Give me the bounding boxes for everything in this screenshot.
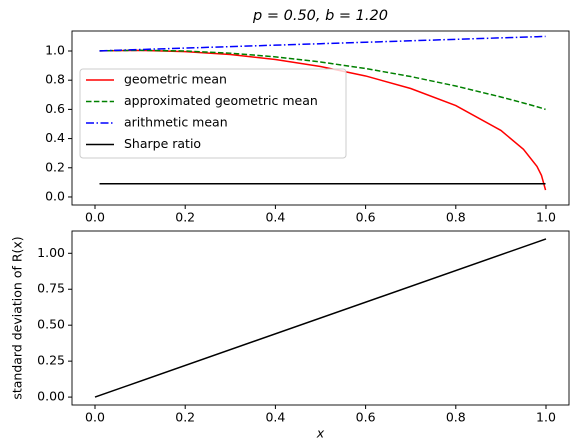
y-axis-label: standard deviation of R(x): [10, 236, 25, 399]
x-tick-label: 0.2: [175, 410, 195, 425]
axes-frame: [71, 30, 570, 206]
legend: geometric mean approximated geometric mea…: [79, 68, 347, 159]
legend-label: arithmetic mean: [124, 115, 228, 130]
y-tick-label: 0.2: [45, 159, 65, 174]
legend-label: geometric mean: [124, 72, 227, 87]
x-tick-label: 0.6: [356, 410, 376, 425]
x-tick-label: 0.8: [446, 410, 466, 425]
x-tick-label: 1.0: [536, 210, 556, 225]
y-tick-label: 0.6: [45, 101, 65, 116]
legend-box: [79, 68, 347, 159]
x-axis-label: x: [316, 426, 325, 441]
y-tick-label: 1.00: [37, 245, 65, 260]
data-line: [94, 238, 547, 398]
y-tick-label: 0.00: [37, 389, 65, 404]
y-tick-label: 0.25: [37, 353, 65, 368]
chart-title: p = 0.50, b = 1.20: [252, 8, 388, 24]
x-tick-label: 0.8: [446, 210, 466, 225]
x-tick-label: 0.4: [265, 210, 285, 225]
x-tick-label: 0.6: [356, 210, 376, 225]
y-tick-label: 0.0: [45, 188, 65, 203]
x-tick-label: 1.0: [536, 410, 556, 425]
legend-label: Sharpe ratio: [124, 136, 201, 151]
x-tick-label: 0.0: [85, 210, 105, 225]
y-tick-label: 1.0: [45, 42, 65, 57]
data-line: [99, 49, 547, 191]
x-tick-label: 0.2: [175, 210, 195, 225]
data-line: [99, 35, 546, 52]
y-tick-label: 0.75: [37, 281, 65, 296]
axes-frame: [71, 230, 570, 406]
y-tick-label: 0.8: [45, 72, 65, 87]
x-tick-label: 0.4: [265, 410, 285, 425]
y-tick-label: 0.50: [37, 317, 65, 332]
y-tick-label: 0.4: [45, 130, 65, 145]
x-tick-label: 0.0: [85, 410, 105, 425]
legend-label: approximated geometric mean: [124, 93, 318, 108]
